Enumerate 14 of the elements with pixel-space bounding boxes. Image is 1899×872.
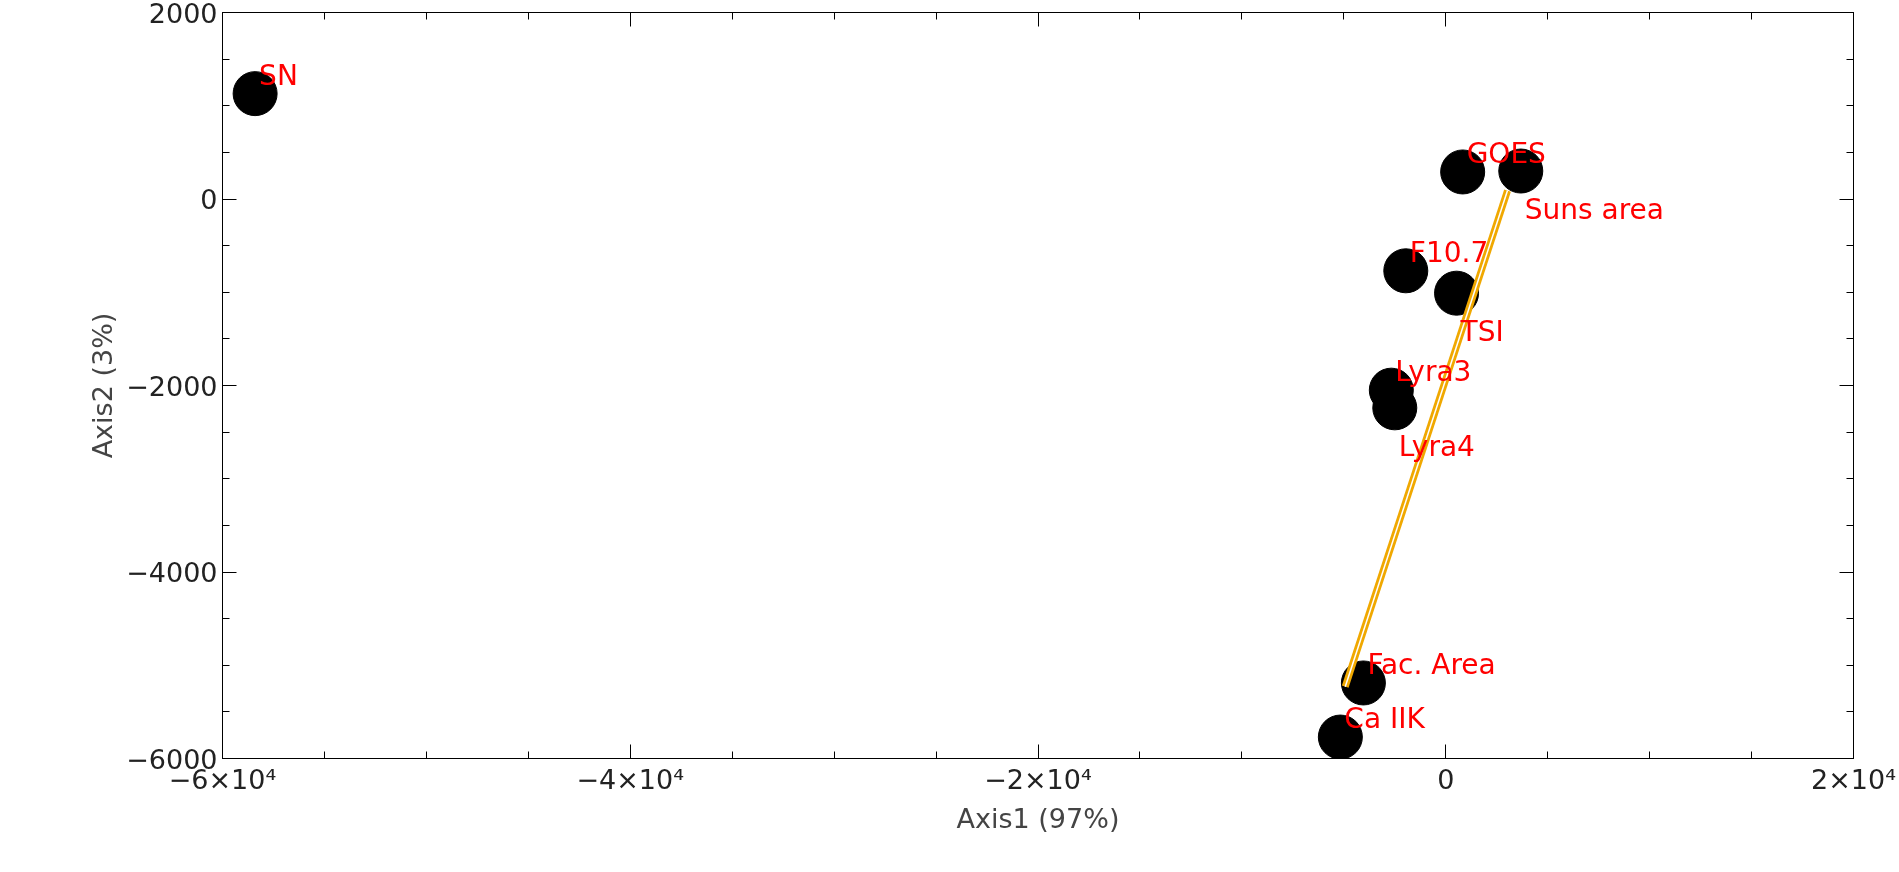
x-tick-label: −4×10⁴ (576, 763, 685, 795)
x-tick-label: 2×10⁴ (1811, 763, 1896, 795)
annotation: Ca IIK (1344, 702, 1426, 736)
y-tick-label: 2000 (148, 0, 218, 29)
x-tick-label: 0 (1437, 763, 1455, 795)
annotation: Fac. Area (1367, 647, 1496, 681)
annotation: Suns area (1524, 193, 1664, 227)
x-tick-label: −2×10⁴ (984, 763, 1092, 795)
x-axis-title: Axis1 (97%) (956, 802, 1120, 834)
annotation: SN (259, 58, 298, 92)
y-axis-title: Axis2 (3%) (87, 312, 119, 459)
y-tick-label: −2000 (126, 370, 218, 402)
y-tick-label: 0 (200, 184, 218, 215)
y-tick-label: −4000 (126, 557, 218, 588)
